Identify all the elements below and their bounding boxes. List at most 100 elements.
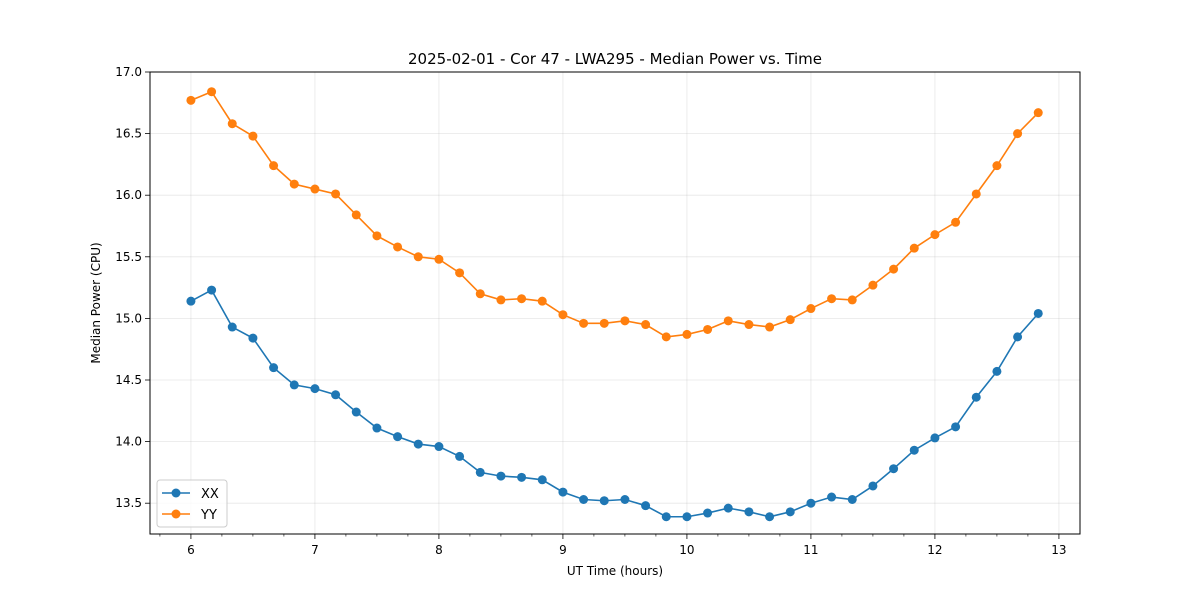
data-point-xx (351, 407, 361, 417)
grid-lines (150, 71, 1080, 534)
data-point-yy (434, 254, 444, 264)
data-point-xx (723, 503, 733, 513)
data-point-yy (310, 184, 320, 194)
data-point-yy (227, 119, 237, 129)
x-tick-label: 6 (187, 543, 195, 557)
data-point-yy (703, 324, 713, 334)
data-point-xx (1013, 332, 1023, 342)
data-point-yy (372, 231, 382, 241)
data-point-xx (951, 422, 961, 432)
data-point-yy (186, 95, 196, 105)
data-point-xx (372, 423, 382, 433)
data-point-yy (393, 242, 403, 252)
data-point-xx (703, 508, 713, 518)
data-point-xx (248, 333, 258, 343)
data-point-yy (951, 217, 961, 227)
data-point-yy (641, 320, 651, 330)
data-point-xx (558, 487, 568, 497)
data-point-xx (413, 439, 423, 449)
x-tick-label: 10 (679, 543, 694, 557)
data-point-yy (517, 294, 527, 304)
legend-marker-yy (171, 509, 181, 519)
data-point-yy (827, 294, 837, 304)
data-point-xx (475, 467, 485, 477)
data-point-yy (889, 264, 899, 274)
data-point-xx (765, 512, 775, 522)
y-tick-label: 15.5 (115, 250, 142, 264)
y-tick-label: 13.5 (115, 496, 142, 510)
data-point-xx (434, 442, 444, 452)
data-point-yy (806, 304, 816, 314)
data-point-yy (455, 268, 465, 278)
data-point-xx (661, 512, 671, 522)
data-point-yy (496, 295, 506, 305)
data-point-yy (331, 189, 341, 199)
data-point-yy (558, 310, 568, 320)
data-point-yy (909, 243, 919, 253)
data-point-yy (765, 322, 775, 332)
data-point-yy (620, 316, 630, 326)
legend-label-xx: XX (201, 487, 219, 502)
y-tick-label: 16.0 (115, 188, 142, 202)
data-point-xx (579, 495, 589, 505)
legend: XX YY (156, 479, 228, 528)
x-tick-label: 9 (559, 543, 567, 557)
data-point-xx (537, 475, 547, 485)
data-point-xx (889, 464, 899, 474)
y-tick-label: 16.5 (115, 127, 142, 141)
plot-frame (149, 71, 1081, 535)
x-tick-label: 8 (435, 543, 443, 557)
data-point-xx (785, 507, 795, 517)
data-point-yy (992, 161, 1002, 171)
y-axis-label: Median Power (CPU) (89, 242, 103, 363)
data-point-yy (1033, 108, 1043, 118)
data-point-yy (744, 320, 754, 330)
legend-marker-xx (171, 488, 181, 498)
chart-title: 2025-02-01 - Cor 47 - LWA295 - Median Po… (408, 50, 822, 68)
data-point-xx (289, 380, 299, 390)
data-point-xx (682, 512, 692, 522)
data-point-xx (331, 390, 341, 400)
data-point-xx (496, 471, 506, 481)
x-tick-label: 7 (311, 543, 319, 557)
data-point-yy (269, 161, 279, 171)
data-point-xx (393, 432, 403, 442)
y-tick-label: 15.0 (115, 311, 142, 325)
data-point-yy (723, 316, 733, 326)
data-point-yy (868, 280, 878, 290)
data-point-xx (806, 498, 816, 508)
data-point-yy (475, 289, 485, 299)
data-point-yy (537, 296, 547, 306)
data-point-yy (847, 295, 857, 305)
data-point-xx (269, 363, 279, 373)
series-layer (186, 87, 1043, 522)
data-point-xx (186, 296, 196, 306)
data-point-xx (455, 451, 465, 461)
data-point-xx (992, 366, 1002, 376)
data-point-yy (599, 318, 609, 328)
data-point-yy (682, 329, 692, 339)
data-point-yy (930, 230, 940, 240)
x-tick-label: 13 (1051, 543, 1066, 557)
data-point-xx (971, 392, 981, 402)
x-tick-label: 12 (927, 543, 942, 557)
data-point-yy (1013, 129, 1023, 139)
data-point-yy (289, 179, 299, 189)
data-point-xx (847, 495, 857, 505)
data-point-xx (310, 384, 320, 394)
data-point-xx (620, 495, 630, 505)
data-point-xx (1033, 308, 1043, 318)
data-point-xx (227, 322, 237, 332)
data-point-yy (785, 315, 795, 325)
data-point-xx (930, 433, 940, 443)
data-point-xx (517, 472, 527, 482)
data-point-xx (827, 492, 837, 502)
x-axis-label: UT Time (hours) (567, 564, 663, 578)
legend-label-yy: YY (200, 508, 217, 523)
y-tick-label: 14.5 (115, 373, 142, 387)
data-point-yy (579, 318, 589, 328)
data-point-yy (207, 87, 217, 97)
axis-ticks: 6 7 8 9 10 11 12 13 13.5 14.0 14.5 15.0 15.5 16.0 16.5… (115, 65, 1066, 557)
data-point-yy (413, 252, 423, 262)
